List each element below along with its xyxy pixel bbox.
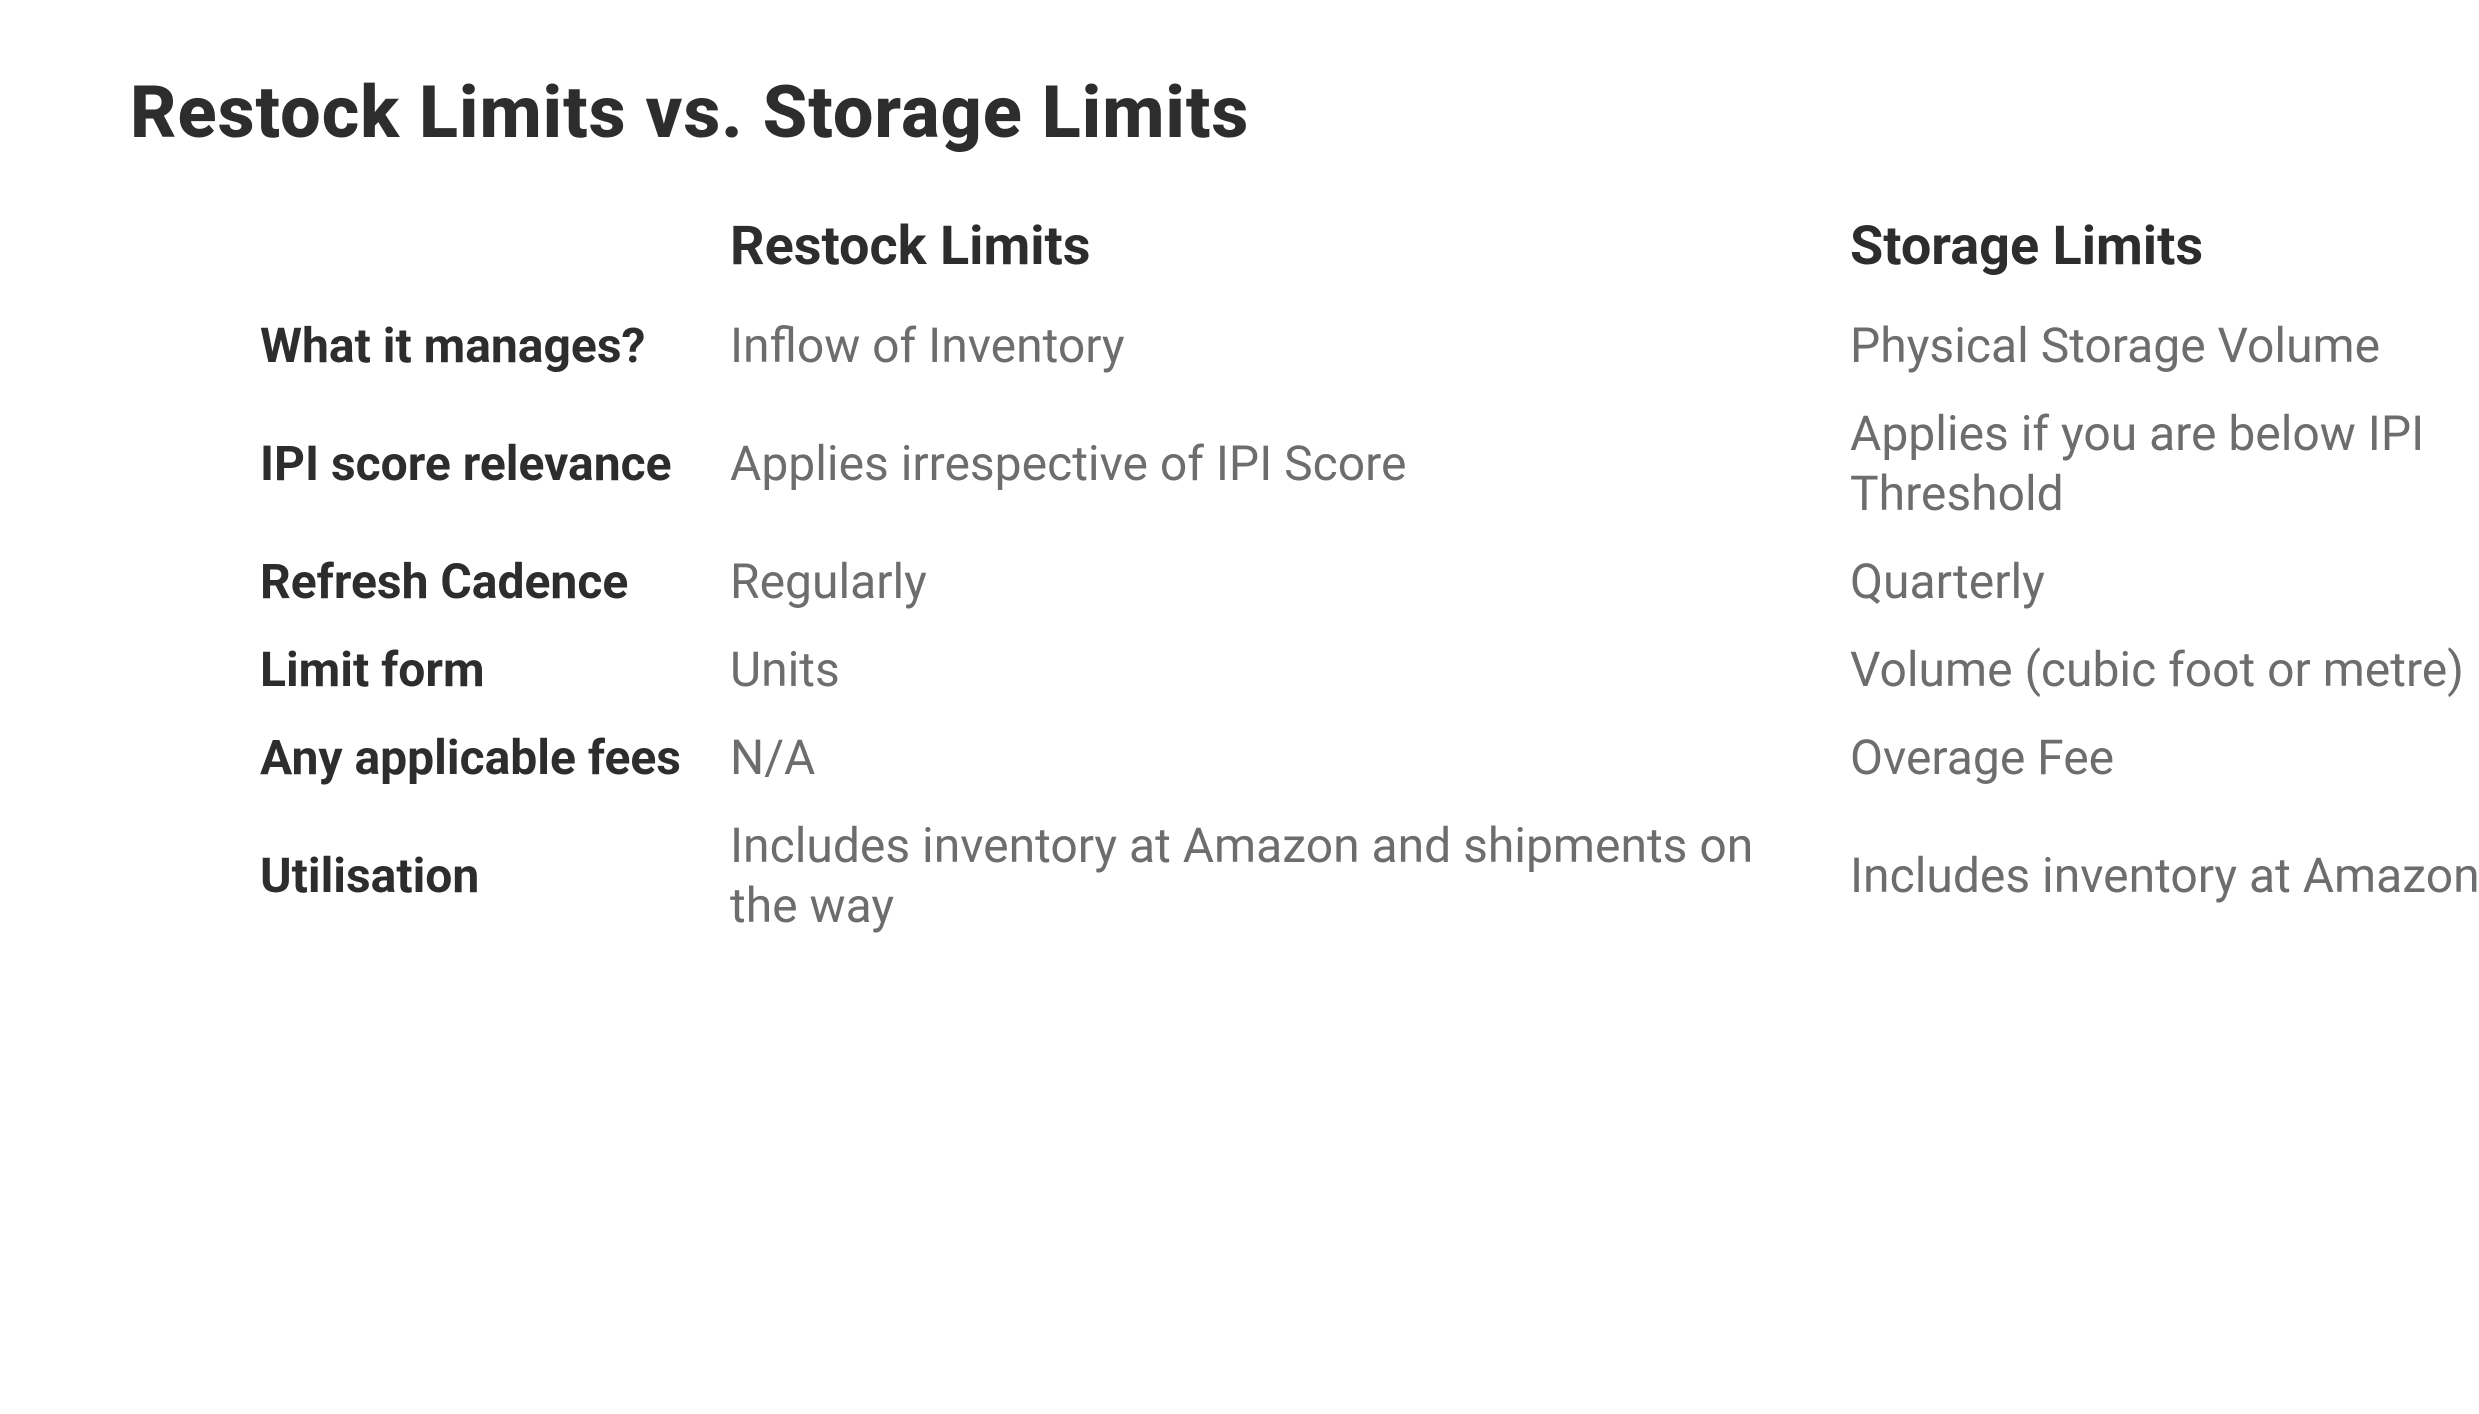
table-cell: Units — [730, 626, 1850, 714]
row-label: What it manages? — [260, 302, 730, 390]
row-label: IPI score relevance — [260, 390, 730, 538]
table-cell: Includes inventory at Amazon and shipmen… — [730, 802, 1850, 950]
table-cell: N/A — [730, 714, 1850, 802]
table-cell: Overage Fee — [1850, 714, 2479, 802]
table-header-empty — [260, 215, 730, 302]
row-label: Limit form — [260, 626, 730, 714]
table-cell: Regularly — [730, 538, 1850, 626]
row-label: Any applicable fees — [260, 714, 730, 802]
table-cell: Includes inventory at Amazon — [1850, 802, 2479, 950]
table-cell: Applies if you are below IPI Threshold — [1850, 390, 2479, 538]
table-cell: Quarterly — [1850, 538, 2479, 626]
column-header-storage: Storage Limits — [1850, 215, 2479, 302]
column-header-restock: Restock Limits — [730, 215, 1850, 302]
table-cell: Volume (cubic foot or metre) — [1850, 626, 2479, 714]
table-cell: Applies irrespective of IPI Score — [730, 390, 1850, 538]
row-label: Refresh Cadence — [260, 538, 730, 626]
row-label: Utilisation — [260, 802, 730, 950]
page-title: Restock Limits vs. Storage Limits — [130, 70, 2349, 155]
table-cell: Inflow of Inventory — [730, 302, 1850, 390]
table-cell: Physical Storage Volume — [1850, 302, 2479, 390]
comparison-table: Restock Limits Storage Limits What it ma… — [260, 215, 2349, 950]
